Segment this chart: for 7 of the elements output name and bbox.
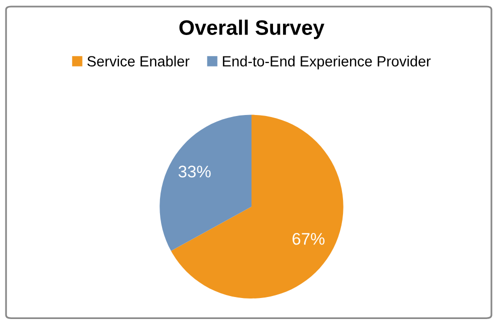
pie-slice (160, 114, 252, 251)
legend-label: Service Enabler (87, 56, 190, 66)
data-label: 33% (178, 166, 211, 178)
pie-slice (171, 114, 344, 298)
data-label: 67% (292, 232, 325, 245)
chart-title: Overall Survey (179, 20, 324, 40)
legend-label: End-to-End Experience Provider (222, 56, 431, 70)
